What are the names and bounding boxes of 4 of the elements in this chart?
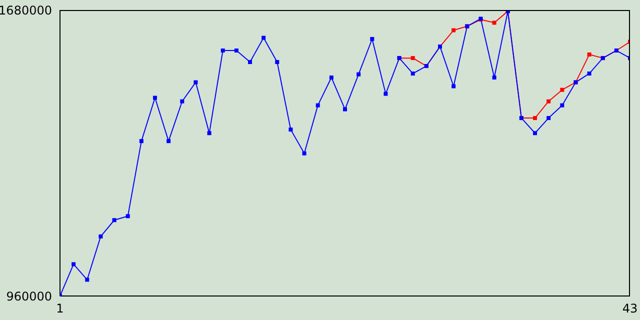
y-tick-label: 1680000 bbox=[0, 3, 52, 18]
x-tick-label: 1 bbox=[56, 302, 64, 316]
x-tick-label: 43 bbox=[622, 302, 638, 316]
y-tick-label: 960000 bbox=[6, 289, 52, 304]
